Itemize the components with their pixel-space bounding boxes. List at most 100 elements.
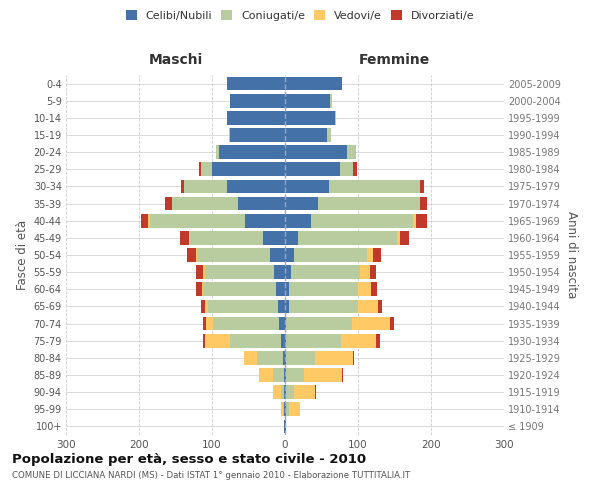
Bar <box>298 231 397 244</box>
Bar <box>203 316 206 330</box>
Bar <box>328 128 331 142</box>
Bar <box>286 368 304 382</box>
Bar <box>150 214 245 228</box>
Y-axis label: Anni di nascita: Anni di nascita <box>565 212 578 298</box>
Bar <box>390 316 394 330</box>
Bar <box>294 248 367 262</box>
Bar <box>285 180 329 194</box>
Bar <box>201 300 205 314</box>
Bar <box>397 231 400 244</box>
Bar <box>278 300 285 314</box>
Bar <box>203 334 205 347</box>
Bar <box>379 300 382 314</box>
Bar <box>289 300 358 314</box>
Bar <box>352 316 390 330</box>
Text: Popolazione per età, sesso e stato civile - 2010: Popolazione per età, sesso e stato civil… <box>12 452 366 466</box>
Bar <box>212 162 285 176</box>
Bar <box>286 402 289 416</box>
Bar <box>199 162 201 176</box>
Bar <box>201 162 212 176</box>
Bar <box>330 94 332 108</box>
Bar <box>353 351 355 364</box>
Bar <box>285 94 330 108</box>
Bar <box>203 282 276 296</box>
Bar <box>340 162 353 176</box>
Bar <box>315 386 316 399</box>
Bar <box>238 196 285 210</box>
Bar <box>283 402 284 416</box>
Bar <box>367 248 373 262</box>
Bar <box>285 402 286 416</box>
Bar <box>227 111 285 124</box>
Bar <box>285 231 298 244</box>
Bar <box>230 94 285 108</box>
Text: Maschi: Maschi <box>148 54 203 68</box>
Bar <box>257 351 283 364</box>
Bar <box>184 180 227 194</box>
Bar <box>272 368 284 382</box>
Bar <box>285 334 286 347</box>
Bar <box>187 248 196 262</box>
Bar <box>286 334 341 347</box>
Bar <box>148 214 150 228</box>
Bar <box>214 316 279 330</box>
Bar <box>285 248 294 262</box>
Bar <box>285 266 291 279</box>
Text: Femmine: Femmine <box>359 54 430 68</box>
Bar <box>291 266 360 279</box>
Bar <box>215 146 220 159</box>
Bar <box>244 351 257 364</box>
Bar <box>285 282 289 296</box>
Bar <box>285 111 335 124</box>
Bar <box>180 231 188 244</box>
Bar <box>285 128 328 142</box>
Bar <box>285 316 286 330</box>
Bar <box>286 351 315 364</box>
Bar <box>203 266 205 279</box>
Y-axis label: Fasce di età: Fasce di età <box>16 220 29 290</box>
Bar <box>281 402 283 416</box>
Bar <box>371 282 377 296</box>
Bar <box>329 180 420 194</box>
Bar <box>416 214 427 228</box>
Bar <box>190 231 263 244</box>
Bar <box>353 162 356 176</box>
Bar <box>286 316 352 330</box>
Bar <box>285 300 289 314</box>
Bar <box>206 316 214 330</box>
Bar <box>263 231 285 244</box>
Bar <box>370 266 376 279</box>
Bar <box>196 266 203 279</box>
Bar <box>227 180 285 194</box>
Bar <box>373 248 380 262</box>
Bar <box>318 196 420 210</box>
Bar <box>285 351 286 364</box>
Bar <box>285 196 318 210</box>
Bar <box>141 214 148 228</box>
Legend: Celibi/Nubili, Coniugati/e, Vedovi/e, Divorziati/e: Celibi/Nubili, Coniugati/e, Vedovi/e, Di… <box>124 8 476 23</box>
Bar <box>342 368 343 382</box>
Bar <box>289 282 358 296</box>
Bar <box>208 300 278 314</box>
Bar <box>271 248 285 262</box>
Bar <box>347 146 356 159</box>
Bar <box>284 368 285 382</box>
Bar <box>274 266 285 279</box>
Bar <box>188 231 190 244</box>
Bar <box>285 368 286 382</box>
Bar <box>341 334 376 347</box>
Bar <box>315 351 353 364</box>
Bar <box>227 76 285 90</box>
Bar <box>285 76 342 90</box>
Bar <box>284 402 285 416</box>
Bar <box>202 282 203 296</box>
Bar <box>196 282 202 296</box>
Bar <box>205 334 230 347</box>
Bar <box>276 282 285 296</box>
Bar <box>279 316 285 330</box>
Bar <box>286 386 295 399</box>
Bar <box>360 266 370 279</box>
Bar <box>358 282 371 296</box>
Bar <box>205 266 274 279</box>
Bar <box>196 248 197 262</box>
